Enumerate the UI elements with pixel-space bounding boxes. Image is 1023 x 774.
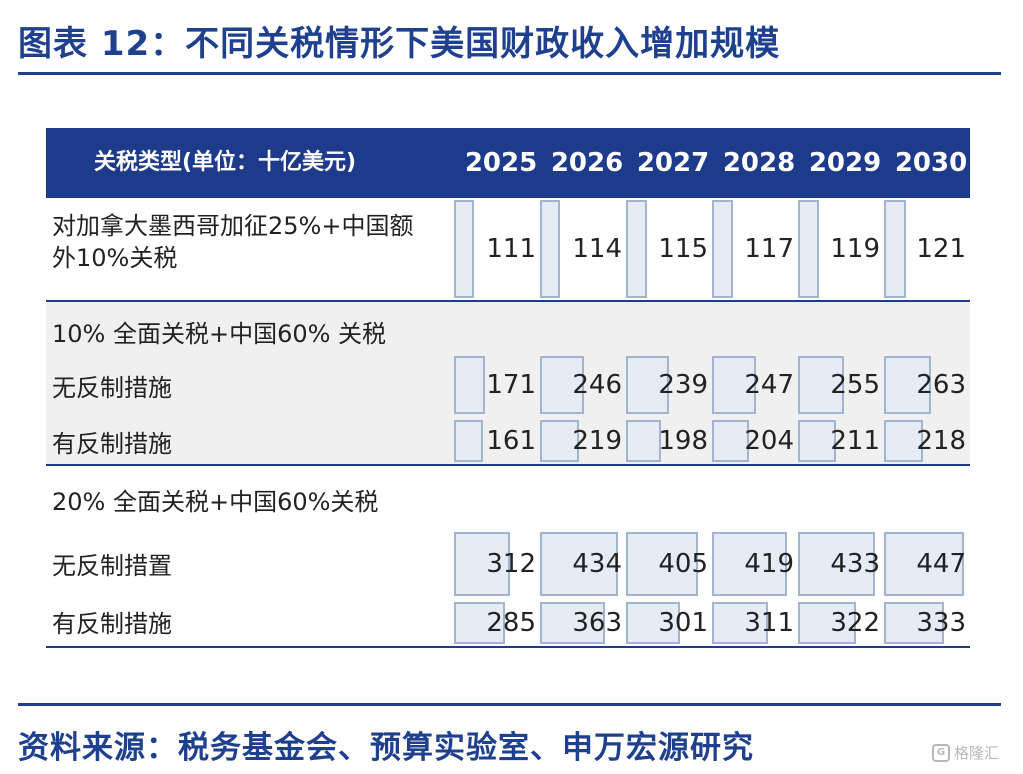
value-bar: [454, 200, 474, 298]
row-label-line: 无反制措置: [52, 552, 172, 580]
value-bar: [626, 420, 661, 462]
watermark-logo-icon: G: [931, 743, 950, 762]
value-label: 419: [744, 549, 794, 579]
group-label: 20% 全面关税+中国60%关税: [52, 488, 379, 516]
value-bar: [712, 532, 787, 596]
value-label: 447: [916, 549, 966, 579]
source-note: 资料来源：税务基金会、预算实验室、申万宏源研究: [18, 730, 754, 766]
value-label: 246: [572, 370, 622, 400]
row-label-line: 有反制措施: [52, 430, 172, 458]
value-label: 204: [744, 426, 794, 456]
value-label: 263: [916, 370, 966, 400]
row-label-line: 无反制措施: [52, 374, 172, 402]
value-bar: [798, 420, 836, 462]
value-bar: [798, 200, 819, 298]
value-label: 117: [744, 234, 794, 264]
value-bar: [798, 532, 875, 596]
value-label: 311: [744, 608, 794, 638]
value-label: 312: [486, 549, 536, 579]
row-label: 有反制措施: [52, 428, 172, 460]
value-label: 121: [916, 234, 966, 264]
value-bar: [884, 532, 964, 596]
value-bar: [712, 420, 749, 462]
group-divider: [46, 300, 970, 302]
year-header-2030: 2030: [894, 148, 968, 178]
value-bar: [798, 602, 856, 644]
value-label: 198: [658, 426, 708, 456]
row-label: 无反制措施: [52, 372, 172, 404]
value-label: 218: [916, 426, 966, 456]
value-label: 219: [572, 426, 622, 456]
value-bar: [712, 356, 756, 414]
value-label: 114: [572, 234, 622, 264]
value-bar: [454, 532, 510, 596]
value-bar: [626, 356, 669, 414]
value-label: 333: [916, 608, 966, 638]
row-label: 无反制措置: [52, 550, 172, 582]
value-label: 111: [486, 234, 536, 264]
value-label: 322: [830, 608, 880, 638]
title-divider: [18, 72, 1001, 75]
value-bar: [454, 356, 485, 414]
value-label: 119: [830, 234, 880, 264]
value-bar: [884, 356, 931, 414]
value-label: 161: [486, 426, 536, 456]
value-bar: [712, 200, 733, 298]
row-label: 对加拿大墨西哥加征25%+中国额 外10%关税: [52, 210, 413, 274]
year-header-2025: 2025: [464, 148, 538, 178]
source-divider: [18, 703, 1001, 706]
value-label: 363: [572, 608, 622, 638]
tariff-revenue-table: 关税类型(单位：十亿美元) 2025 2026 2027 2028 2029 2…: [46, 128, 970, 650]
value-bar: [712, 602, 768, 644]
row-label: 有反制措施: [52, 608, 172, 640]
row-label-line: 有反制措施: [52, 610, 172, 638]
row-label-line: 对加拿大墨西哥加征25%+中国额: [52, 212, 414, 240]
value-label: 433: [830, 549, 880, 579]
year-header-2029: 2029: [808, 148, 882, 178]
value-bar: [454, 602, 505, 644]
value-bar: [884, 200, 906, 298]
value-bar: [626, 532, 698, 596]
row-label-line: 外10%关税: [52, 244, 178, 272]
value-label: 171: [486, 370, 536, 400]
value-bar: [540, 420, 579, 462]
value-label: 434: [572, 549, 622, 579]
value-bar: [626, 602, 680, 644]
year-header-2027: 2027: [636, 148, 710, 178]
value-bar: [884, 602, 944, 644]
year-header-2028: 2028: [722, 148, 796, 178]
watermark-text: 格隆汇: [953, 744, 999, 762]
header-label: 关税类型(单位：十亿美元): [94, 150, 357, 175]
value-bar: [540, 200, 560, 298]
year-header-2026: 2026: [550, 148, 624, 178]
value-bar: [798, 356, 844, 414]
value-label: 405: [658, 549, 708, 579]
group-label: 10% 全面关税+中国60% 关税: [52, 320, 387, 348]
group-divider: [46, 464, 970, 466]
value-label: 115: [658, 234, 708, 264]
watermark: G 格隆汇: [931, 742, 999, 763]
value-bar: [540, 532, 618, 596]
value-label: 211: [830, 426, 880, 456]
group-divider: [46, 646, 970, 648]
value-bar: [540, 602, 605, 644]
table-header: 关税类型(单位：十亿美元) 2025 2026 2027 2028 2029 2…: [46, 128, 970, 198]
value-label: 239: [658, 370, 708, 400]
value-bar: [454, 420, 483, 462]
value-bar: [884, 420, 923, 462]
value-label: 247: [744, 370, 794, 400]
page-title: 图表 12：不同关税情形下美国财政收入增加规模: [18, 24, 781, 64]
value-label: 285: [486, 608, 536, 638]
value-label: 301: [658, 608, 708, 638]
value-bar: [540, 356, 584, 414]
value-label: 255: [830, 370, 880, 400]
value-bar: [626, 200, 647, 298]
